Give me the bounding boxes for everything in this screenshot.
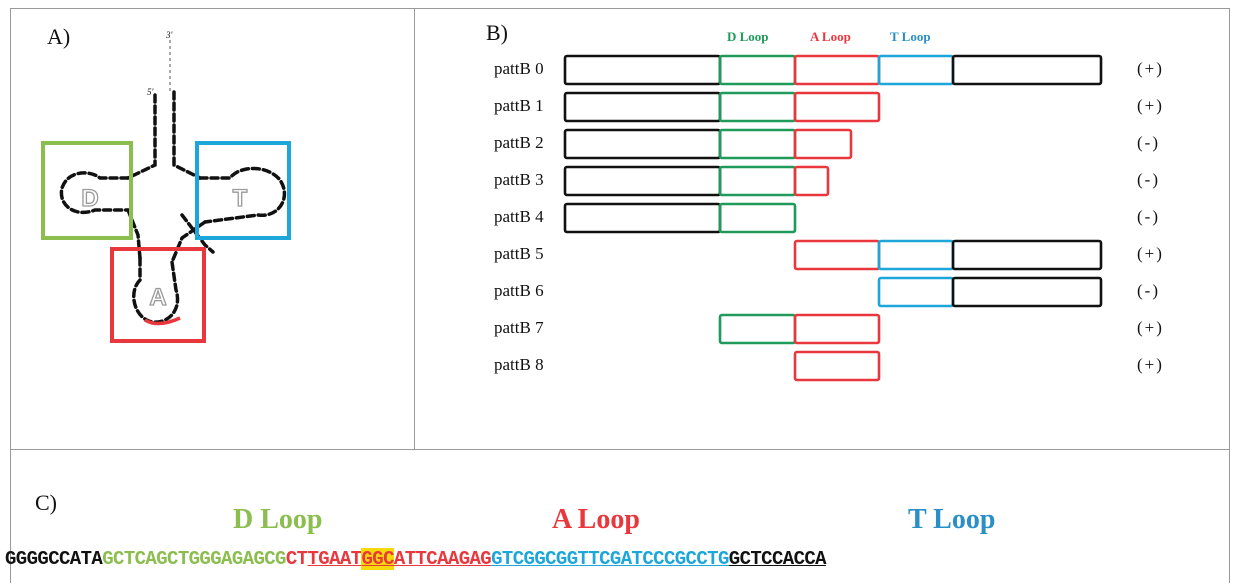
pattb-row-sign: (-) xyxy=(1137,281,1160,300)
pattb-row-label: pattB 4 xyxy=(494,207,544,226)
pattb-segment-b_left xyxy=(563,54,722,86)
seq-anticodon: GGC xyxy=(361,548,394,570)
pattb-row-label: pattB 1 xyxy=(494,96,544,115)
t-letter: T xyxy=(233,185,248,212)
pattb-segment-b_right xyxy=(951,276,1103,308)
panel-a-label: A) xyxy=(47,24,71,49)
pattb-row-label: pattB 7 xyxy=(494,318,544,337)
pattb-row-sign: (-) xyxy=(1137,170,1160,189)
seq-red-plain: CT xyxy=(285,548,308,570)
pattb-row-sign: (+) xyxy=(1137,355,1164,374)
t-loop-header: T Loop xyxy=(890,29,931,44)
pattb-segment-a3 xyxy=(793,165,830,197)
d-letter: D xyxy=(81,185,98,212)
pattb-row-sign: (+) xyxy=(1137,318,1164,337)
five-prime-label: 5' xyxy=(147,87,155,97)
t-arm xyxy=(198,166,287,224)
d-arm xyxy=(59,171,130,215)
acceptor-stem-5 xyxy=(126,93,157,180)
pattb-segment-d xyxy=(718,313,797,345)
pattb-row-label: pattB 2 xyxy=(494,133,544,152)
pattb-row-sign: (+) xyxy=(1137,96,1164,115)
pattb-segment-a xyxy=(793,313,881,345)
seq-black-end: GCTCCACCA xyxy=(728,548,827,570)
three-prime-label: 3' xyxy=(165,30,174,40)
pattb-segment-t xyxy=(877,239,955,271)
pattb-row-sign: (-) xyxy=(1137,133,1160,152)
variable-loop xyxy=(180,213,215,254)
pattb-segment-d xyxy=(718,165,797,197)
pattb-segment-t xyxy=(877,276,955,308)
pattb-segment-b_left xyxy=(563,128,722,160)
pattb-segment-b_left xyxy=(563,91,722,123)
trna-cloverleaf-diagram: D T A 5' 3' xyxy=(41,30,291,343)
a-loop-header: A Loop xyxy=(810,29,851,44)
seq-d-loop: GCTCAGCTGGGAGAGCG xyxy=(102,548,286,570)
pattb-segment-b_left xyxy=(563,165,722,197)
anticodon-highlight xyxy=(144,316,181,326)
a-letter: A xyxy=(149,284,166,311)
seq-black-start: GGGGCCATA xyxy=(5,548,103,570)
pattb-segment-b_right xyxy=(951,54,1103,86)
pattb-segment-t xyxy=(877,54,955,86)
pattb-segment-d xyxy=(718,202,797,234)
pattb-row-sign: (+) xyxy=(1137,59,1164,78)
acceptor-stem-3 xyxy=(172,90,202,180)
panel-c-label: C) xyxy=(35,490,57,515)
pattb-segment-a2 xyxy=(793,128,853,160)
pattb-segment-d xyxy=(718,91,797,123)
pattb-row-label: pattB 0 xyxy=(494,59,544,78)
pattb-segment-a xyxy=(793,350,881,382)
seq-t-loop: GTCGGCGGTTCGATCCCGCCTG xyxy=(491,548,729,570)
pattb-segment-a xyxy=(793,54,881,86)
a-loop-box xyxy=(110,247,206,343)
pattb-row-label: pattB 3 xyxy=(494,170,544,189)
trna-sequence: GGGGCCATAGCTCAGCTGGGAGAGCGCTTGAATGGCATTC… xyxy=(5,548,1240,570)
pattb-row-label: pattB 8 xyxy=(494,355,544,374)
d-loop-header: D Loop xyxy=(727,29,769,44)
c-t-loop-title: T Loop xyxy=(908,504,996,535)
panel-c xyxy=(10,449,1230,583)
panel-b-label: B) xyxy=(486,20,508,45)
pattb-segment-b_left xyxy=(563,202,722,234)
pattb-row-label: pattB 5 xyxy=(494,244,544,263)
seq-a-loop-2: ATTCAAGAG xyxy=(393,548,492,570)
pattb-row-sign: (+) xyxy=(1137,244,1164,263)
pattb-segment-d xyxy=(718,54,797,86)
pattb-segment-d xyxy=(718,128,797,160)
pattb-constructs xyxy=(563,54,1103,382)
seq-a-loop-1: TGAAT xyxy=(307,548,362,570)
c-a-loop-title: A Loop xyxy=(552,504,640,535)
t-loop-box xyxy=(195,141,291,240)
pattb-row-sign: (-) xyxy=(1137,207,1160,226)
pattb-segment-a xyxy=(793,239,881,271)
pattb-segment-a xyxy=(793,91,881,123)
c-d-loop-title: D Loop xyxy=(233,504,323,535)
pattb-row-label: pattB 6 xyxy=(494,281,544,300)
pattb-segment-b_right xyxy=(951,239,1103,271)
d-loop-box xyxy=(41,141,133,240)
